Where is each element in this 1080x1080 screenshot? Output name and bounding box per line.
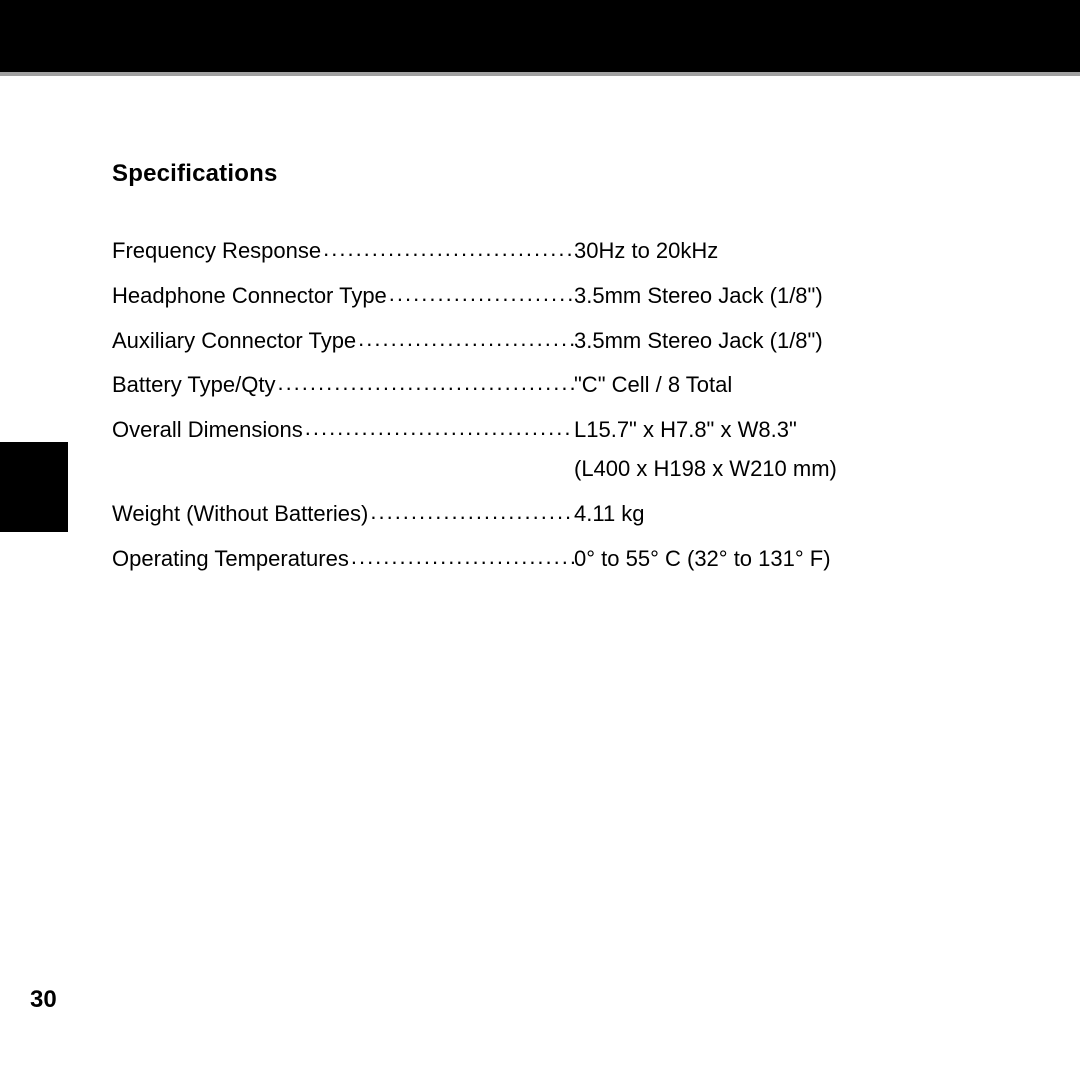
spec-value-sub: (L400 x H198 x W210 mm) — [574, 454, 972, 485]
spec-value: "C" Cell / 8 Total — [574, 370, 972, 401]
leader-dots — [356, 324, 574, 355]
spec-label: Headphone Connector Type — [112, 281, 387, 312]
spec-row: Weight (Without Batteries) 4.11 kg — [112, 499, 972, 530]
spec-row: Operating Temperatures 0° to 55° C (32° … — [112, 544, 972, 575]
spec-value: 4.11 kg — [574, 499, 972, 530]
spec-label: Auxiliary Connector Type — [112, 326, 356, 357]
specifications-section: Specifications Frequency Response 30Hz t… — [112, 160, 972, 588]
spec-label: Frequency Response — [112, 236, 321, 267]
spec-row: Auxiliary Connector Type 3.5mm Stereo Ja… — [112, 326, 972, 357]
leader-dots — [349, 542, 574, 573]
spec-label: Battery Type/Qty — [112, 370, 275, 401]
leader-dots — [303, 413, 574, 444]
page-number: 30 — [30, 986, 57, 1014]
top-bar — [0, 0, 1080, 72]
side-tab — [0, 442, 68, 532]
leader-dots — [275, 368, 574, 399]
spec-row: Battery Type/Qty "C" Cell / 8 Total — [112, 370, 972, 401]
spec-value: 30Hz to 20kHz — [574, 236, 972, 267]
spec-value: L15.7" x H7.8" x W8.3" — [574, 415, 972, 446]
leader-dots — [321, 234, 574, 265]
spec-row: Overall Dimensions L15.7" x H7.8" x W8.3… — [112, 415, 972, 446]
spec-label: Overall Dimensions — [112, 415, 303, 446]
spec-value: 0° to 55° C (32° to 131° F) — [574, 544, 972, 575]
top-divider — [0, 72, 1080, 76]
leader-dots — [368, 497, 574, 528]
spec-value: 3.5mm Stereo Jack (1/8") — [574, 326, 972, 357]
spec-label: Weight (Without Batteries) — [112, 499, 368, 530]
spec-value: 3.5mm Stereo Jack (1/8") — [574, 281, 972, 312]
spec-row: Frequency Response 30Hz to 20kHz — [112, 236, 972, 267]
spec-row: Headphone Connector Type 3.5mm Stereo Ja… — [112, 281, 972, 312]
section-title: Specifications — [112, 160, 972, 188]
spec-label: Operating Temperatures — [112, 544, 349, 575]
leader-dots — [387, 279, 574, 310]
